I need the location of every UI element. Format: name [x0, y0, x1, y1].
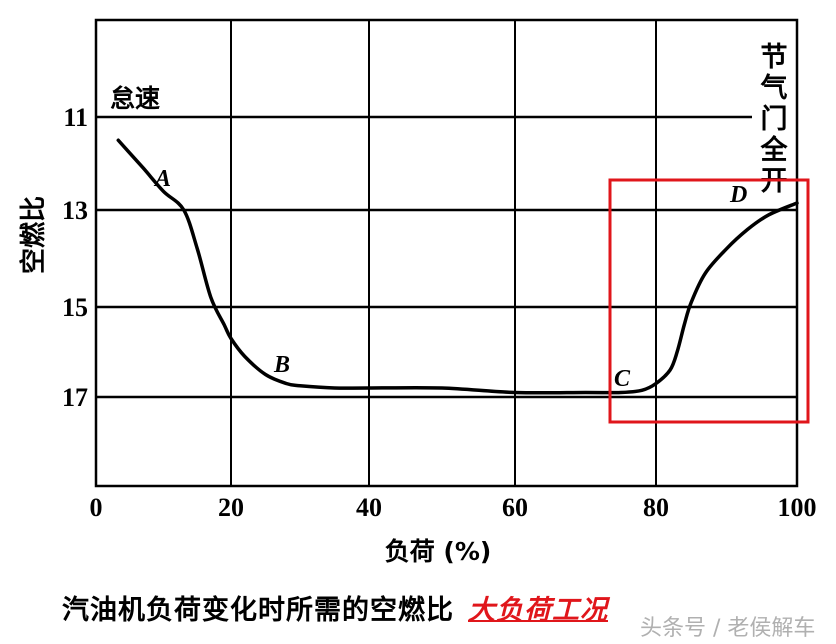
- x-tick-label: 100: [778, 493, 817, 522]
- x-axis-label: 负荷 (%): [385, 537, 492, 566]
- figure-caption: 汽油机负荷变化时所需的空燃比 大负荷工况: [62, 588, 608, 627]
- x-tick-label: 80: [643, 493, 669, 522]
- vertical-gridlines: [230, 20, 657, 486]
- x-tick-label: 60: [502, 493, 528, 522]
- y-tick-label: 17: [62, 383, 88, 412]
- x-tick-label: 40: [356, 493, 382, 522]
- x-tick-label: 0: [90, 493, 103, 522]
- high-load-highlight-box: [608, 178, 810, 424]
- y-axis-label: 空燃比: [18, 196, 49, 274]
- caption-main: 汽油机负荷变化时所需的空燃比: [62, 595, 454, 626]
- air-fuel-ratio-curve: [116, 138, 799, 395]
- y-tick-label: 15: [62, 293, 88, 322]
- wot-label-char: 节: [761, 42, 788, 73]
- point-label-a: A: [153, 166, 171, 192]
- wot-label-char: 气: [760, 73, 788, 104]
- horizontal-gridlines: [96, 115, 797, 399]
- point-label-c: C: [614, 366, 631, 392]
- plot-frame: [94, 18, 799, 488]
- idle-label: 怠速: [110, 84, 160, 113]
- point-label-b: B: [273, 352, 290, 378]
- y-tick-labels: 11 13 15 17: [62, 103, 88, 412]
- caption-highlight: 大负荷工况: [468, 595, 608, 626]
- x-tick-label: 20: [218, 493, 244, 522]
- y-tick-label: 13: [62, 196, 88, 225]
- watermark: 头条号 / 老侯解车: [640, 616, 816, 641]
- wot-label-char: 门: [761, 104, 788, 135]
- x-tick-labels: 0 20 40 60 80 100: [90, 493, 817, 522]
- point-label-d: D: [729, 182, 747, 208]
- wot-label-char: 全: [760, 134, 789, 166]
- y-tick-label: 11: [63, 103, 88, 132]
